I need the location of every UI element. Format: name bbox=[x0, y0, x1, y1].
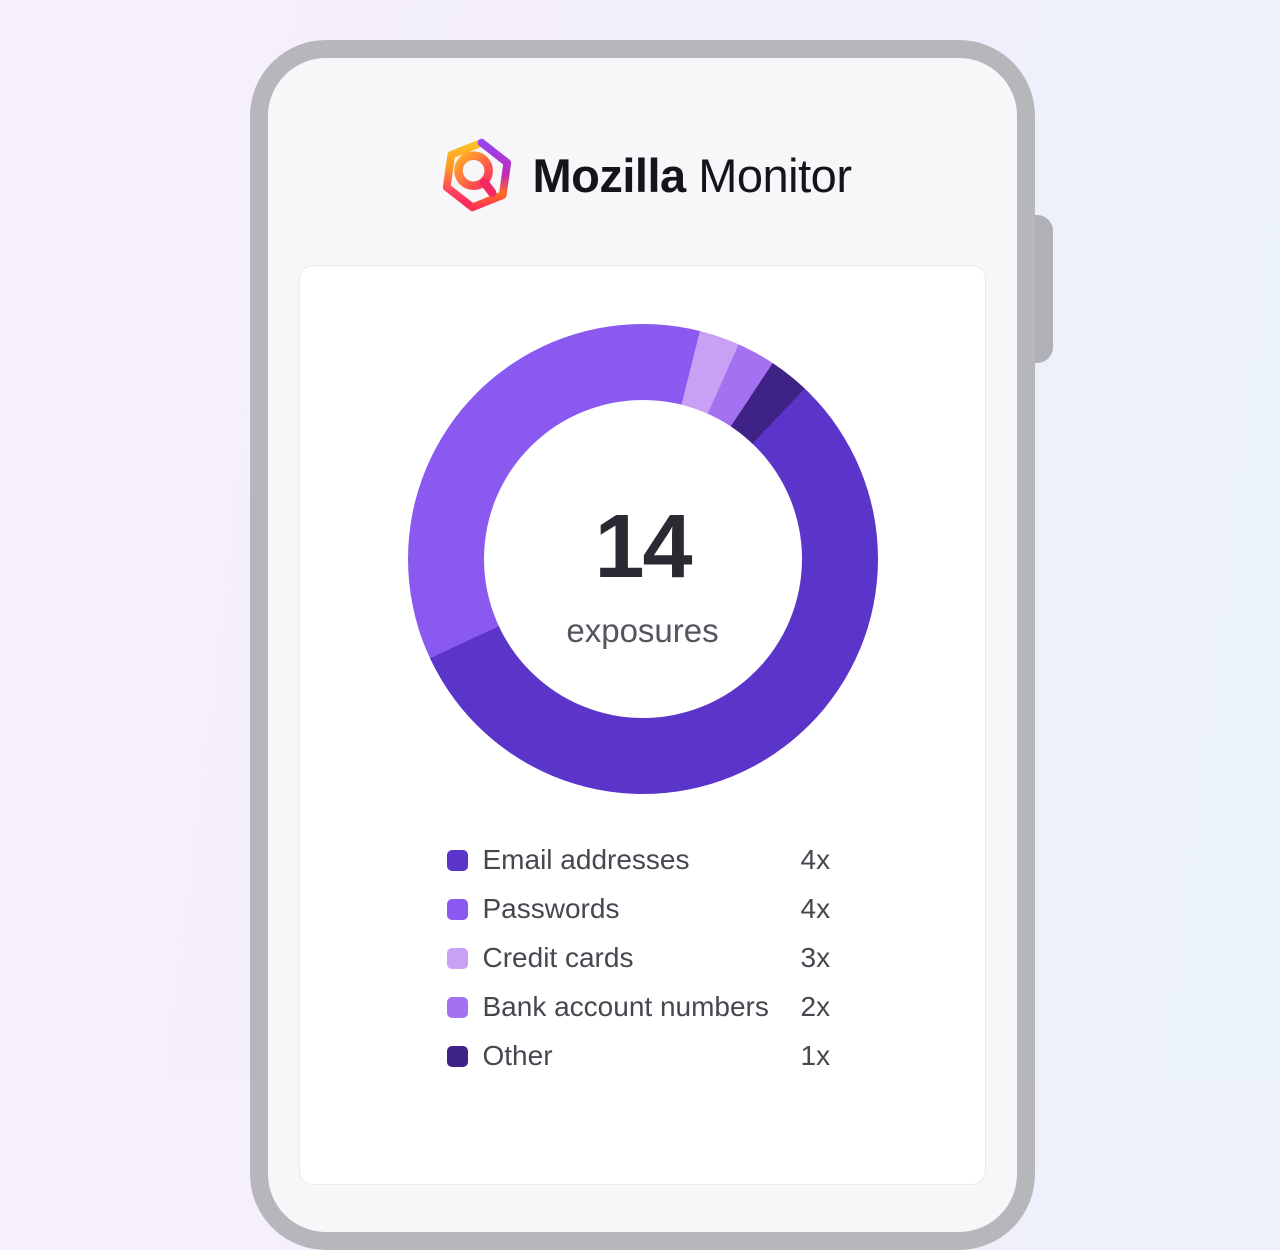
legend-row: Credit cards 3x bbox=[446, 942, 839, 974]
phone-screen: Mozilla Monitor 14 exposures Email addre… bbox=[268, 58, 1017, 1185]
exposures-count-label: exposures bbox=[566, 611, 719, 649]
legend-swatch bbox=[446, 996, 468, 1018]
phone-mockup: Mozilla Monitor 14 exposures Email addre… bbox=[250, 40, 1035, 1250]
legend-value: 2x bbox=[800, 991, 831, 1022]
legend-value: 1x bbox=[800, 1040, 831, 1071]
donut-chart-center: 14 exposures bbox=[483, 400, 802, 718]
legend-label: Other bbox=[482, 1040, 553, 1071]
legend-swatch bbox=[446, 947, 468, 969]
legend-label: Passwords bbox=[482, 893, 620, 924]
legend-row: Email addresses 4x bbox=[446, 844, 839, 876]
legend-row: Other 1x bbox=[446, 1040, 839, 1072]
page-title: Mozilla Monitor bbox=[533, 152, 852, 199]
legend-value: 4x bbox=[800, 844, 831, 875]
brand-name-secondary: Monitor bbox=[698, 148, 852, 202]
legend-value: 3x bbox=[800, 942, 831, 973]
donut-chart: 14 exposures bbox=[407, 324, 878, 794]
brand-name-primary: Mozilla bbox=[532, 148, 687, 202]
exposures-card: 14 exposures Email addresses 4x Password… bbox=[299, 265, 986, 1185]
legend-row: Bank account numbers 2x bbox=[446, 991, 839, 1023]
brand-header: Mozilla Monitor bbox=[268, 132, 1017, 218]
legend-swatch bbox=[446, 1045, 468, 1067]
legend-label: Email addresses bbox=[482, 844, 690, 875]
legend-row: Passwords 4x bbox=[446, 893, 839, 925]
exposures-count: 14 bbox=[594, 496, 692, 597]
legend: Email addresses 4x Passwords 4x Credit c… bbox=[446, 844, 839, 1072]
legend-value: 4x bbox=[800, 893, 831, 924]
legend-label: Bank account numbers bbox=[482, 991, 769, 1022]
legend-label: Credit cards bbox=[482, 942, 634, 973]
legend-swatch bbox=[446, 849, 468, 871]
legend-swatch bbox=[446, 898, 468, 920]
mozilla-monitor-logo-icon bbox=[442, 138, 511, 212]
